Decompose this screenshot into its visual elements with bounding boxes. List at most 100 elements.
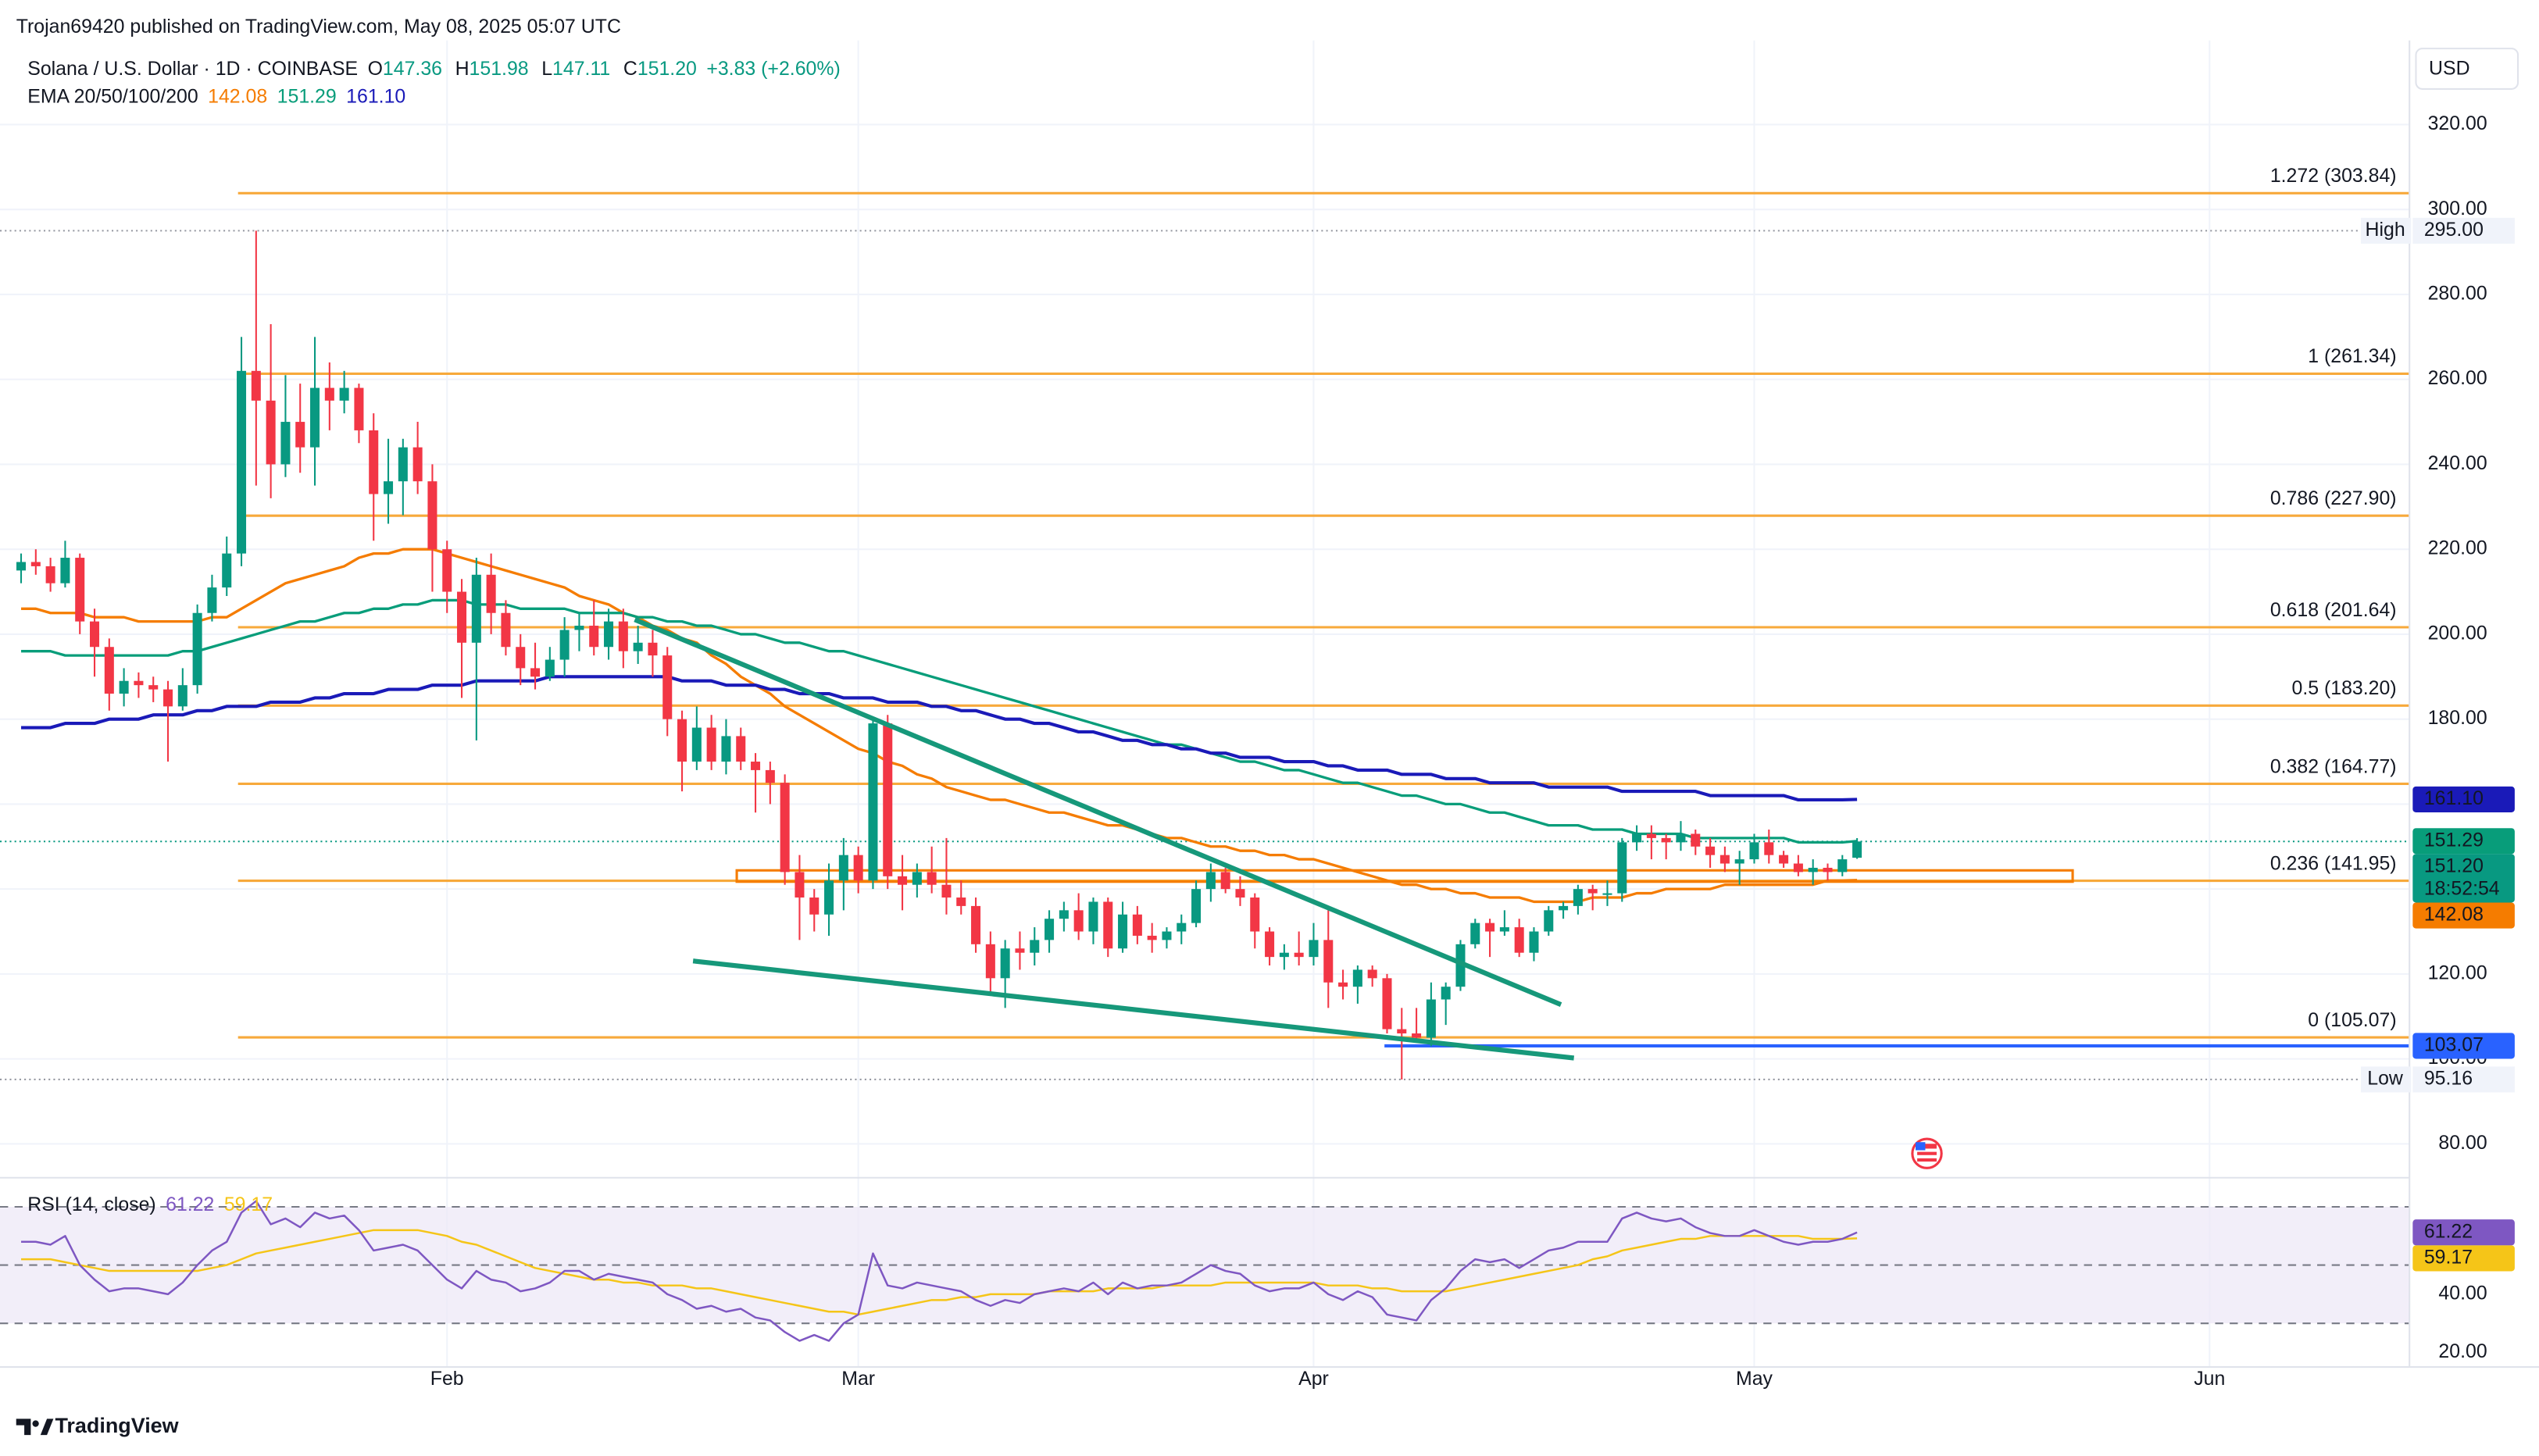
legend-layer: Solana / U.S. Dollar · 1D · COINBASE O147… (27, 58, 841, 1215)
candle-body (545, 659, 555, 677)
candle-body (956, 898, 966, 906)
candle-body (1426, 999, 1436, 1038)
candle-body (192, 612, 202, 686)
candle-body (486, 574, 496, 613)
candle-body (530, 668, 541, 677)
fib-label: 0.618 (201.64) (2270, 599, 2397, 621)
candle-body (1132, 914, 1142, 936)
extreme-tag: Low (2367, 1068, 2404, 1090)
price-tag (2412, 1245, 2515, 1272)
price-tag-text: 161.10 (2424, 787, 2484, 809)
extreme-value-box (2412, 1066, 2515, 1093)
x-tick-label: Feb (430, 1368, 464, 1390)
fib-label: 0 (105.07) (2308, 1009, 2396, 1031)
candle-body (104, 647, 114, 694)
candle-body (1103, 901, 1113, 949)
logo-text: TradingView (55, 1414, 178, 1437)
candle-body (1367, 969, 1377, 979)
candle-body (824, 880, 834, 915)
price-tag (2412, 1033, 2515, 1059)
flag-icon (1911, 1137, 1943, 1169)
currency[interactable]: USD (2429, 58, 2470, 80)
candle-body (1529, 931, 1539, 953)
y-tick-label: 40.00 (2438, 1282, 2487, 1304)
candle-body (75, 558, 85, 622)
candle-body (1177, 922, 1187, 932)
candle-body (310, 387, 320, 448)
price-tag (2412, 786, 2515, 812)
extreme-value: 95.16 (2424, 1068, 2473, 1090)
candle-body (1705, 846, 1716, 855)
candle-body (1719, 855, 1730, 864)
fib-label: 1.272 (303.84) (2270, 165, 2397, 187)
candle-body (1382, 978, 1392, 1030)
candle-body (457, 591, 467, 643)
candle-body (1220, 872, 1230, 890)
candle-body (384, 481, 394, 494)
support-zone (735, 869, 2074, 883)
ohlc-value: 151.98 (470, 58, 529, 80)
extreme-tag-box (2361, 217, 2412, 244)
candle-body (883, 723, 893, 876)
candle-body (1544, 910, 1554, 932)
ohlc-value: 147.36 (383, 58, 442, 80)
ema-line (21, 548, 1858, 904)
candle-body (148, 685, 159, 690)
candle-body (1147, 935, 1157, 940)
price-tag-text: 142.08 (2424, 904, 2484, 926)
price-tag (2412, 1219, 2515, 1246)
candle-body (1118, 914, 1128, 949)
ema-line (21, 675, 1858, 802)
ema-label: EMA 20/50/100/200 (27, 85, 198, 107)
currency-box[interactable] (2415, 48, 2519, 90)
candle-body (1646, 833, 1656, 838)
candle-body (1499, 927, 1509, 932)
candle-body (354, 387, 364, 430)
candle-body (1309, 940, 1319, 958)
x-tick-label: Apr (1298, 1368, 1329, 1390)
candle-body (809, 898, 820, 915)
candle-body (912, 872, 922, 885)
ema-value: 142.08 (208, 85, 267, 107)
rsi-line (21, 1200, 1858, 1342)
candle-body (927, 872, 937, 885)
y-tick-label: 300.00 (2428, 198, 2487, 219)
fib-label: 0.786 (227.90) (2270, 487, 2397, 509)
candle-body (295, 422, 305, 448)
candle-body (324, 387, 334, 401)
candle-body (1265, 931, 1275, 958)
candle-body (1441, 987, 1451, 1000)
extreme-tag: High (2366, 219, 2405, 241)
candle-body (134, 680, 144, 686)
candle-body (16, 562, 27, 571)
candle-body (706, 727, 716, 762)
ohlc-value: 151.20 (637, 58, 697, 80)
candle-body (1485, 922, 1495, 932)
price-tag-text: 151.20 (2424, 855, 2484, 876)
x-tick-label: Jun (2194, 1368, 2225, 1390)
y-tick-label: 260.00 (2428, 367, 2487, 389)
candle-body (1734, 859, 1744, 864)
candle-body (1338, 982, 1348, 987)
candle-body (1837, 859, 1848, 873)
candle-body (398, 447, 408, 482)
change: +3.83 (+2.60%) (706, 58, 840, 80)
extreme-value: 295.00 (2424, 219, 2484, 241)
ema-value: 151.29 (277, 85, 337, 107)
candle-body (266, 400, 276, 465)
trendline-upper (634, 617, 1562, 1008)
candle-body (442, 549, 452, 592)
candle-body (1235, 889, 1245, 898)
candle-body (765, 769, 775, 783)
candle-body (1691, 833, 1701, 847)
candle-body (559, 630, 570, 660)
ohlc-key: L (541, 58, 552, 80)
candle-body (1279, 952, 1289, 958)
candle-body (471, 574, 481, 643)
byline: Trojan69420 published on TradingView.com… (16, 16, 621, 37)
candle-body (780, 783, 790, 873)
candle-body (604, 621, 614, 648)
ohlc-key: O (368, 58, 383, 80)
fib-label: 0.382 (164.77) (2270, 755, 2397, 777)
